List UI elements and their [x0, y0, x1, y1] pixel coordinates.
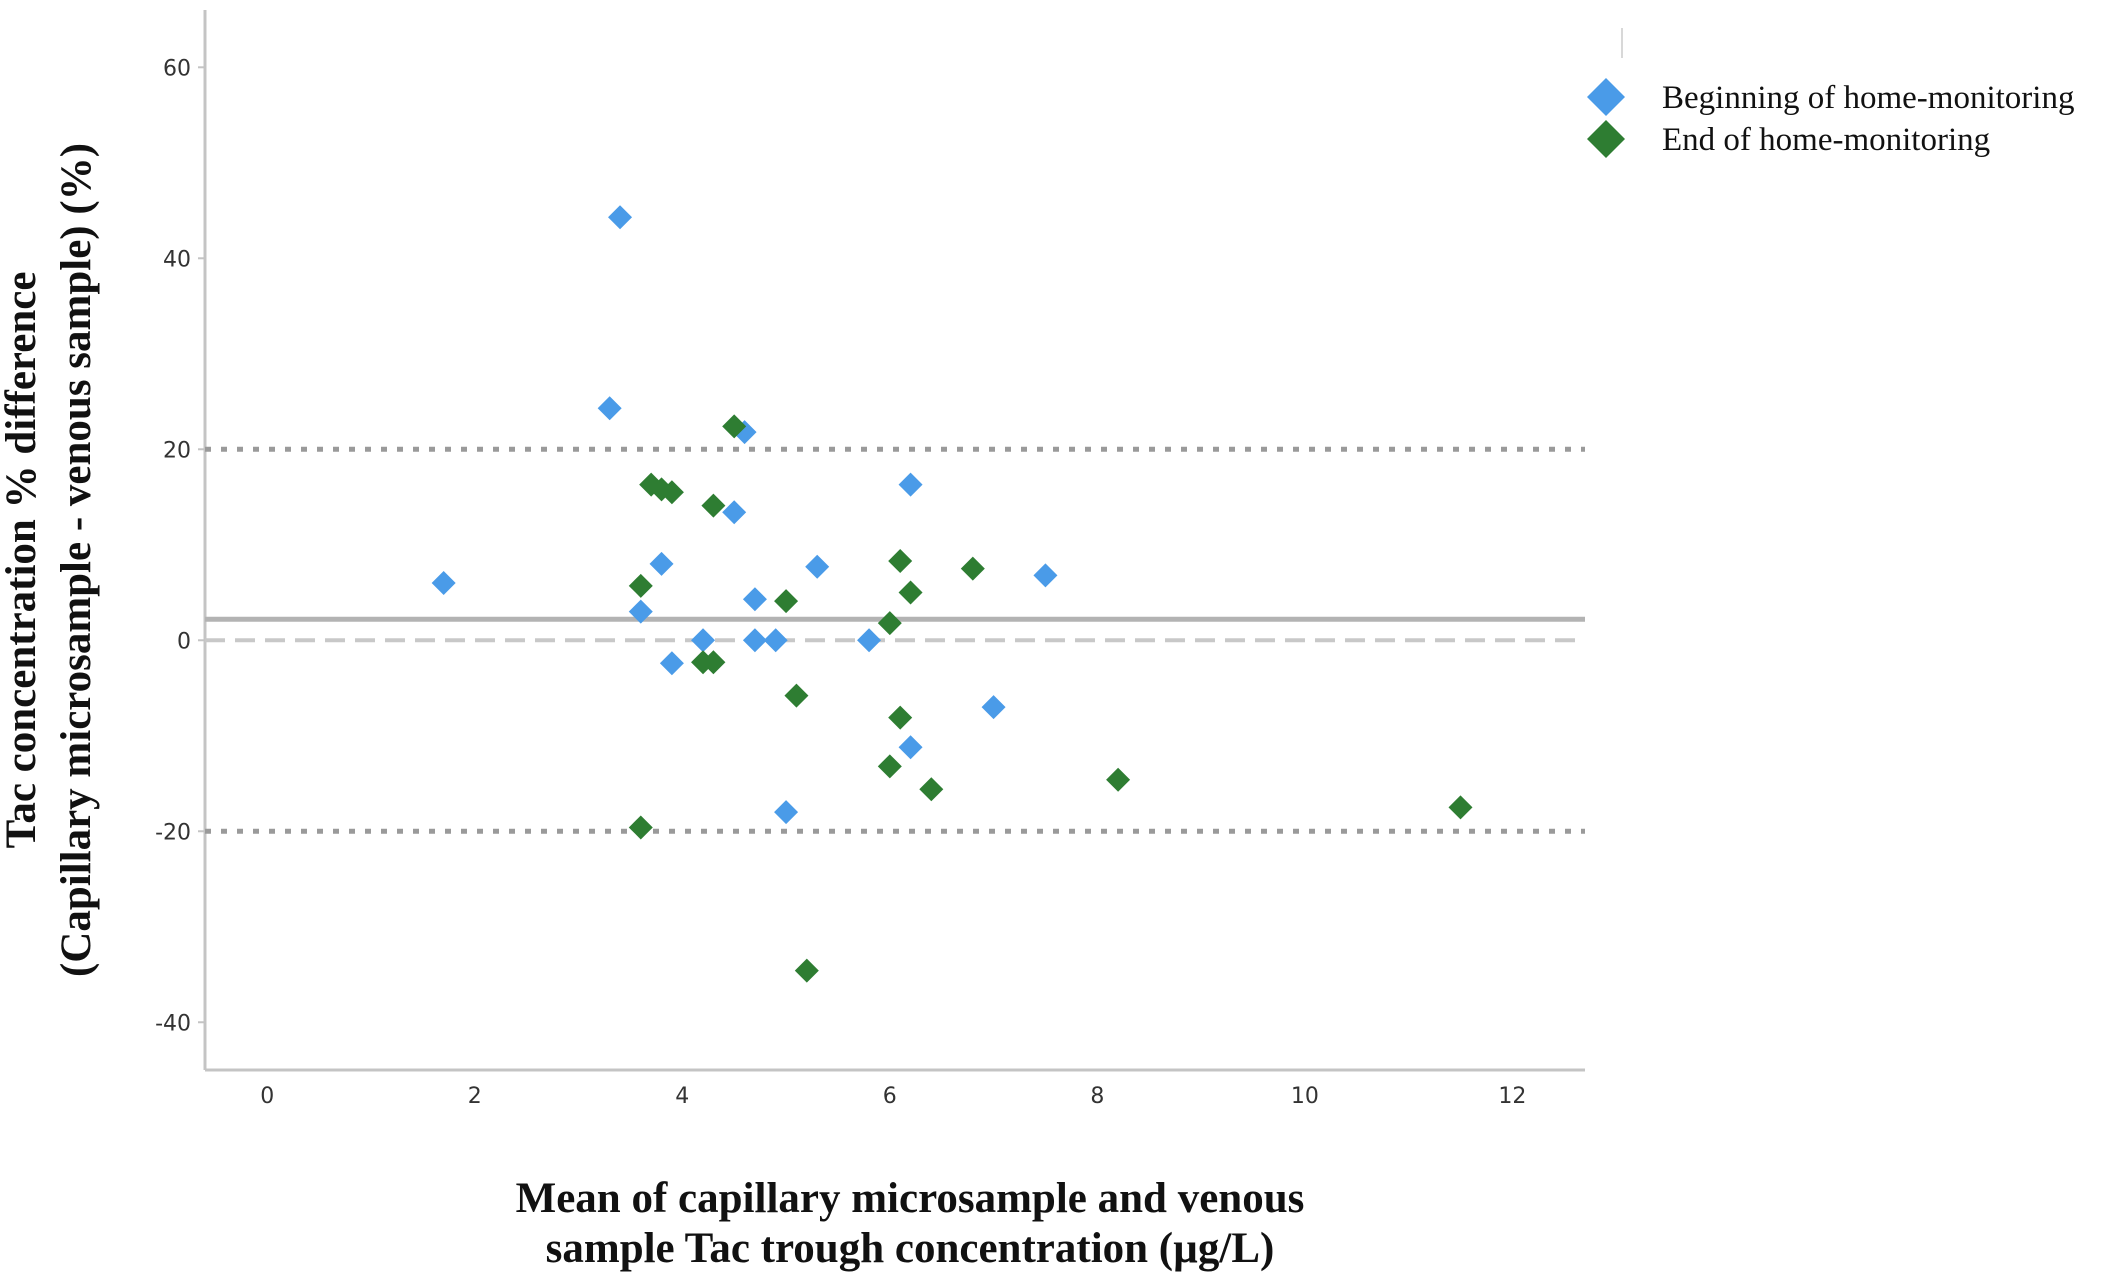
x-tick-label: 8 — [1090, 1084, 1104, 1109]
x-axis-title: sample Tac trough concentration (µg/L) — [546, 1225, 1275, 1272]
legend-label: End of home-monitoring — [1662, 122, 1990, 158]
data-point-beginning — [898, 472, 923, 497]
y-tick-label: 0 — [177, 629, 191, 654]
data-point-end — [701, 650, 726, 675]
y-axis-title: (Capillary microsample - venous sample) … — [53, 143, 100, 977]
data-point-end — [628, 815, 653, 840]
x-tick-label: 2 — [468, 1084, 482, 1109]
data-point-end — [888, 705, 913, 730]
data-point-end — [794, 958, 819, 983]
data-point-beginning — [857, 628, 882, 653]
data-point-beginning — [608, 205, 633, 230]
data-point-end — [888, 549, 913, 574]
data-point-beginning — [628, 599, 653, 624]
data-point-beginning — [774, 800, 799, 825]
legend-marker-diamond-icon — [1587, 78, 1625, 116]
x-axis-title: Mean of capillary microsample and venous — [516, 1175, 1305, 1222]
data-point-beginning — [691, 628, 716, 653]
data-point-beginning — [981, 695, 1006, 720]
y-axis-title: Tac concentration % difference — [0, 272, 45, 849]
legend-label: Beginning of home-monitoring — [1662, 80, 2074, 116]
data-point-beginning — [1033, 563, 1058, 588]
y-tick-label: -40 — [155, 1011, 191, 1036]
data-point-end — [784, 683, 809, 708]
data-point-end — [701, 493, 726, 518]
data-point-beginning — [722, 500, 747, 525]
y-tick-label: -20 — [155, 820, 191, 845]
data-point-end — [722, 414, 747, 439]
data-point-beginning — [763, 628, 788, 653]
y-tick-label: 60 — [163, 56, 191, 81]
x-tick-label: 12 — [1498, 1084, 1526, 1109]
data-point-beginning — [431, 570, 456, 595]
legend-marker-diamond-icon — [1587, 120, 1625, 158]
data-point-beginning — [659, 651, 684, 676]
data-point-end — [774, 589, 799, 614]
data-point-end — [1106, 767, 1131, 792]
data-point-end — [919, 777, 944, 802]
data-point-end — [877, 611, 902, 636]
y-tick-label: 20 — [163, 438, 191, 463]
data-point-end — [960, 556, 985, 581]
data-point-end — [628, 573, 653, 598]
y-tick-label: 40 — [163, 247, 191, 272]
data-point-end — [877, 754, 902, 779]
data-point-beginning — [898, 735, 923, 760]
data-point-end — [659, 480, 684, 505]
data-point-beginning — [805, 554, 830, 579]
x-tick-label: 6 — [883, 1084, 897, 1109]
x-tick-label: 10 — [1291, 1084, 1319, 1109]
data-point-end — [898, 580, 923, 605]
x-tick-label: 0 — [260, 1084, 274, 1109]
data-point-beginning — [649, 551, 674, 576]
x-tick-label: 4 — [675, 1084, 689, 1109]
data-point-beginning — [742, 628, 767, 653]
data-point-beginning — [597, 396, 622, 421]
data-point-end — [1448, 795, 1473, 820]
data-point-beginning — [742, 587, 767, 612]
